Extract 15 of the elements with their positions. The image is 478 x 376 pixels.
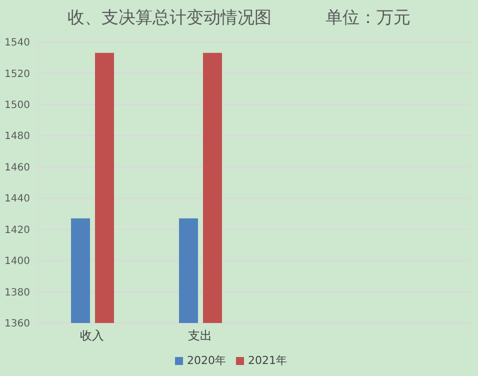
- x-tick-label: 收入: [80, 328, 104, 343]
- legend-label: 2020年: [187, 354, 226, 367]
- y-tick-label: 1440: [4, 194, 30, 205]
- y-tick-label: 1420: [4, 224, 30, 236]
- y-tick-label: 1500: [4, 100, 30, 111]
- y-tick-label: 1380: [4, 287, 30, 298]
- y-tick-label: 1460: [4, 162, 30, 174]
- x-tick-label: 支出: [188, 328, 212, 343]
- y-tick-label: 1480: [4, 131, 30, 142]
- chart-title: 收、支决算总计变动情况图 单位：万元: [66, 7, 412, 29]
- y-tick-label: 1360: [4, 318, 30, 330]
- legend-label: 2021年: [248, 354, 287, 367]
- y-tick-label: 1520: [4, 68, 30, 80]
- y-tick-label: 1540: [4, 38, 30, 49]
- y-tick-label: 1400: [4, 256, 30, 268]
